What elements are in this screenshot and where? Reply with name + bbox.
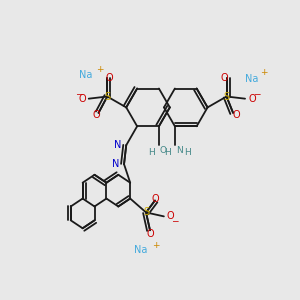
Text: +: + [260, 68, 268, 77]
Text: H: H [164, 148, 171, 157]
Text: −: − [253, 89, 261, 98]
Text: −: − [171, 216, 178, 225]
Text: H: H [148, 148, 155, 157]
Text: O: O [105, 73, 113, 83]
Text: S: S [143, 207, 149, 218]
Text: Na: Na [244, 74, 258, 84]
Text: O: O [151, 194, 159, 203]
Text: N: N [176, 146, 183, 155]
Text: +: + [96, 65, 103, 74]
Text: H: H [184, 148, 190, 157]
Text: O: O [146, 229, 154, 239]
Text: Na: Na [79, 70, 92, 80]
Text: O: O [167, 212, 175, 221]
Text: Na: Na [134, 245, 148, 255]
Text: O: O [232, 110, 240, 120]
Text: S: S [224, 92, 230, 101]
Text: O: O [78, 94, 86, 104]
Text: −: − [75, 89, 82, 98]
Text: N: N [114, 140, 121, 150]
Text: N: N [112, 159, 119, 169]
Text: S: S [104, 92, 110, 101]
Text: O: O [248, 94, 256, 104]
Text: +: + [152, 241, 160, 250]
Text: O: O [221, 73, 228, 83]
Text: O: O [160, 146, 167, 155]
Text: O: O [93, 110, 101, 120]
